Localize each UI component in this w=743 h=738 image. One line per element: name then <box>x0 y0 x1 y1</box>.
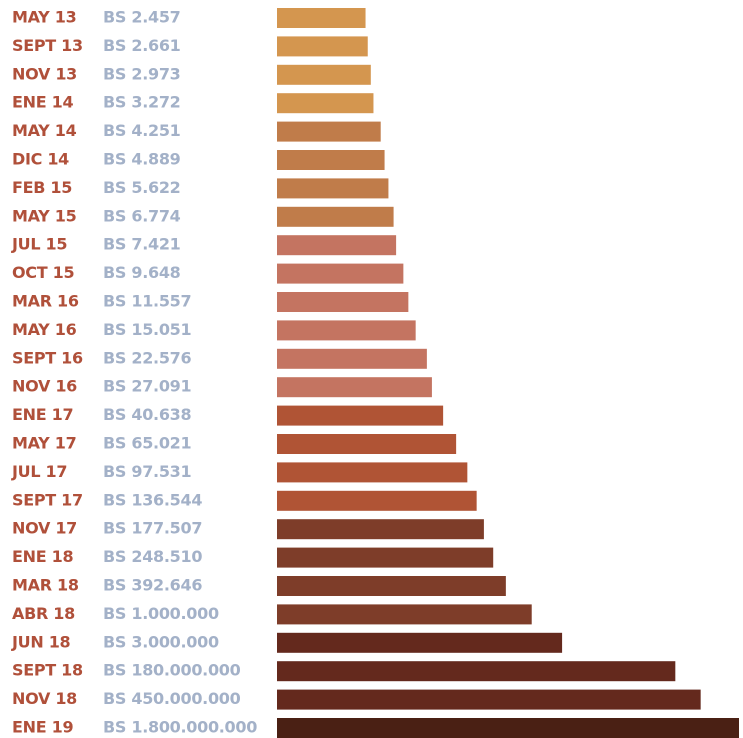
bar <box>277 377 432 398</box>
value-label: BS 392.646 <box>103 576 202 595</box>
category-label: MAY 17 <box>12 434 76 453</box>
category-label: ENE 14 <box>12 93 73 112</box>
bar <box>277 434 457 454</box>
category-label: SEPT 18 <box>12 661 83 680</box>
category-label: JUN 18 <box>11 632 71 651</box>
value-label: BS 15.051 <box>103 320 191 339</box>
value-label: BS 65.021 <box>103 434 191 453</box>
value-label: BS 2.457 <box>103 8 181 27</box>
value-label: BS 4.889 <box>103 150 181 169</box>
category-label: MAR 18 <box>12 576 79 595</box>
bar <box>277 547 494 568</box>
value-label: BS 27.091 <box>103 377 191 396</box>
bar <box>277 632 563 653</box>
value-label: BS 450.000.000 <box>103 689 241 708</box>
category-label: JUL 15 <box>11 235 67 254</box>
bar <box>277 263 404 284</box>
value-label: BS 4.251 <box>103 121 181 140</box>
category-label: NOV 16 <box>12 377 77 396</box>
value-label: BS 180.000.000 <box>103 661 241 680</box>
bar <box>277 604 532 625</box>
category-label: MAY 16 <box>12 320 77 339</box>
category-label: ENE 17 <box>12 405 73 424</box>
bar <box>277 348 427 369</box>
value-label: BS 22.576 <box>103 348 191 367</box>
value-label: BS 6.774 <box>103 206 181 225</box>
bar <box>277 93 374 114</box>
bar <box>277 8 366 28</box>
bar <box>277 320 416 341</box>
value-label: BS 177.507 <box>103 519 202 538</box>
bar <box>277 519 484 540</box>
bar <box>277 178 389 199</box>
bar <box>277 292 409 312</box>
category-label: MAY 15 <box>12 206 77 225</box>
category-label: OCT 15 <box>12 263 74 282</box>
bar <box>277 462 468 483</box>
category-label: MAY 13 <box>12 8 76 27</box>
category-label: MAR 16 <box>12 292 79 311</box>
bar <box>277 718 739 738</box>
category-label: MAY 14 <box>12 121 77 140</box>
category-label: FEB 15 <box>12 178 72 197</box>
bar <box>277 490 477 511</box>
category-label: NOV 17 <box>12 519 77 538</box>
value-label: BS 1.000.000 <box>103 604 219 623</box>
bar <box>277 661 676 682</box>
value-label: BS 3.272 <box>103 93 181 112</box>
value-label: BS 2.973 <box>103 64 181 83</box>
value-label: BS 40.638 <box>103 405 191 424</box>
category-label: SEPT 17 <box>12 490 83 509</box>
value-label: BS 136.544 <box>103 490 202 509</box>
value-label: BS 2.661 <box>103 36 181 55</box>
category-label: JUL 17 <box>11 462 67 481</box>
bar <box>277 689 701 710</box>
category-label: SEPT 13 <box>12 36 83 55</box>
bar <box>277 235 397 256</box>
bar <box>277 36 368 57</box>
value-label: BS 7.421 <box>103 235 181 254</box>
category-label: DIC 14 <box>12 150 69 169</box>
bar <box>277 150 385 170</box>
category-label: NOV 18 <box>12 689 77 708</box>
bar <box>277 405 444 426</box>
bar <box>277 64 371 85</box>
value-label: BS 248.510 <box>103 547 202 566</box>
category-label: NOV 13 <box>12 64 77 83</box>
category-label: ENE 19 <box>12 718 73 737</box>
bar <box>277 576 506 596</box>
bar <box>277 121 381 142</box>
category-label: SEPT 16 <box>12 348 83 367</box>
category-label: ABR 18 <box>12 604 75 623</box>
bar <box>277 206 394 227</box>
value-label: BS 11.557 <box>103 292 191 311</box>
category-label: ENE 18 <box>12 547 73 566</box>
value-label: BS 97.531 <box>103 462 191 481</box>
value-label: BS 9.648 <box>103 263 181 282</box>
value-label: BS 5.622 <box>103 178 181 197</box>
value-label: BS 3.000.000 <box>103 632 219 651</box>
value-label: BS 1.800.000.000 <box>103 718 257 737</box>
